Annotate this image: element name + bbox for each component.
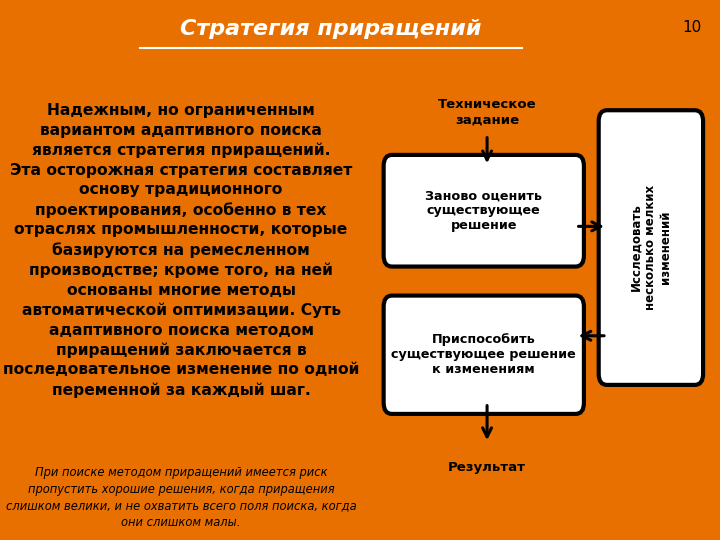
Text: Результат: Результат — [448, 461, 526, 474]
Text: Приспособить
существующее решение
к изменениям: Приспособить существующее решение к изме… — [392, 333, 576, 376]
Text: Надежным, но ограниченным
вариантом адаптивного поиска
является стратегия приращ: Надежным, но ограниченным вариантом адап… — [3, 103, 359, 397]
FancyBboxPatch shape — [384, 295, 584, 414]
FancyBboxPatch shape — [384, 155, 584, 267]
Text: Техническое
задание: Техническое задание — [438, 98, 536, 126]
FancyBboxPatch shape — [599, 110, 703, 385]
Text: Заново оценить
существующее
решение: Заново оценить существующее решение — [426, 189, 542, 232]
Text: Исследовать
несколько мелких
изменений: Исследовать несколько мелких изменений — [629, 185, 672, 310]
Text: 10: 10 — [683, 21, 702, 36]
Text: При поиске методом приращений имеется риск
пропустить хорошие решения, когда при: При поиске методом приращений имеется ри… — [6, 467, 356, 529]
Text: Стратегия приращений: Стратегия приращений — [181, 18, 482, 38]
